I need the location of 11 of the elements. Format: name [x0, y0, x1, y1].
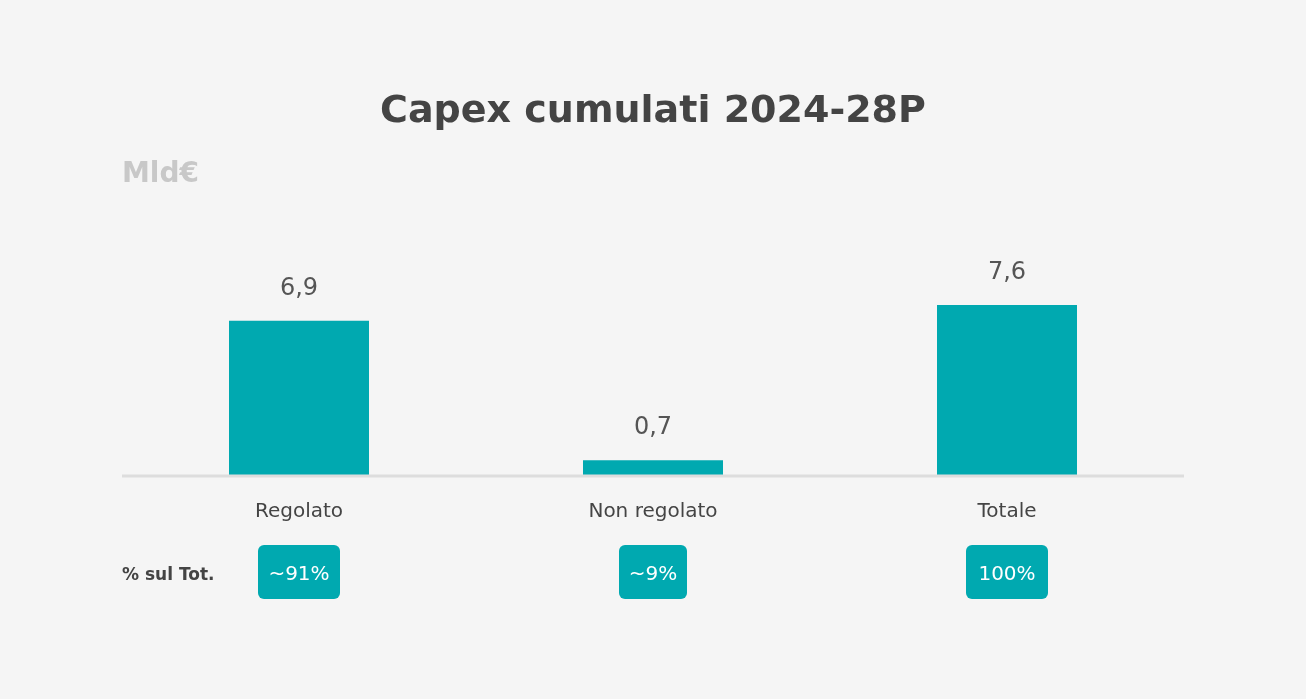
- x-tick-label: Regolato: [254, 498, 344, 522]
- text: 100%: [978, 561, 1036, 585]
- data-label: 7,6: [987, 257, 1027, 285]
- text: ~91%: [268, 561, 330, 585]
- x-tick-label: Totale: [976, 498, 1037, 522]
- text: % sul Tot.: [122, 564, 215, 584]
- data-label: 0,7: [633, 412, 673, 441]
- data-label: 6,9: [279, 272, 319, 301]
- chart-title: Capex cumulati 2024-28P: [380, 87, 926, 131]
- x-tick-label: Non regolato: [588, 498, 718, 522]
- text: ~9%: [628, 561, 678, 585]
